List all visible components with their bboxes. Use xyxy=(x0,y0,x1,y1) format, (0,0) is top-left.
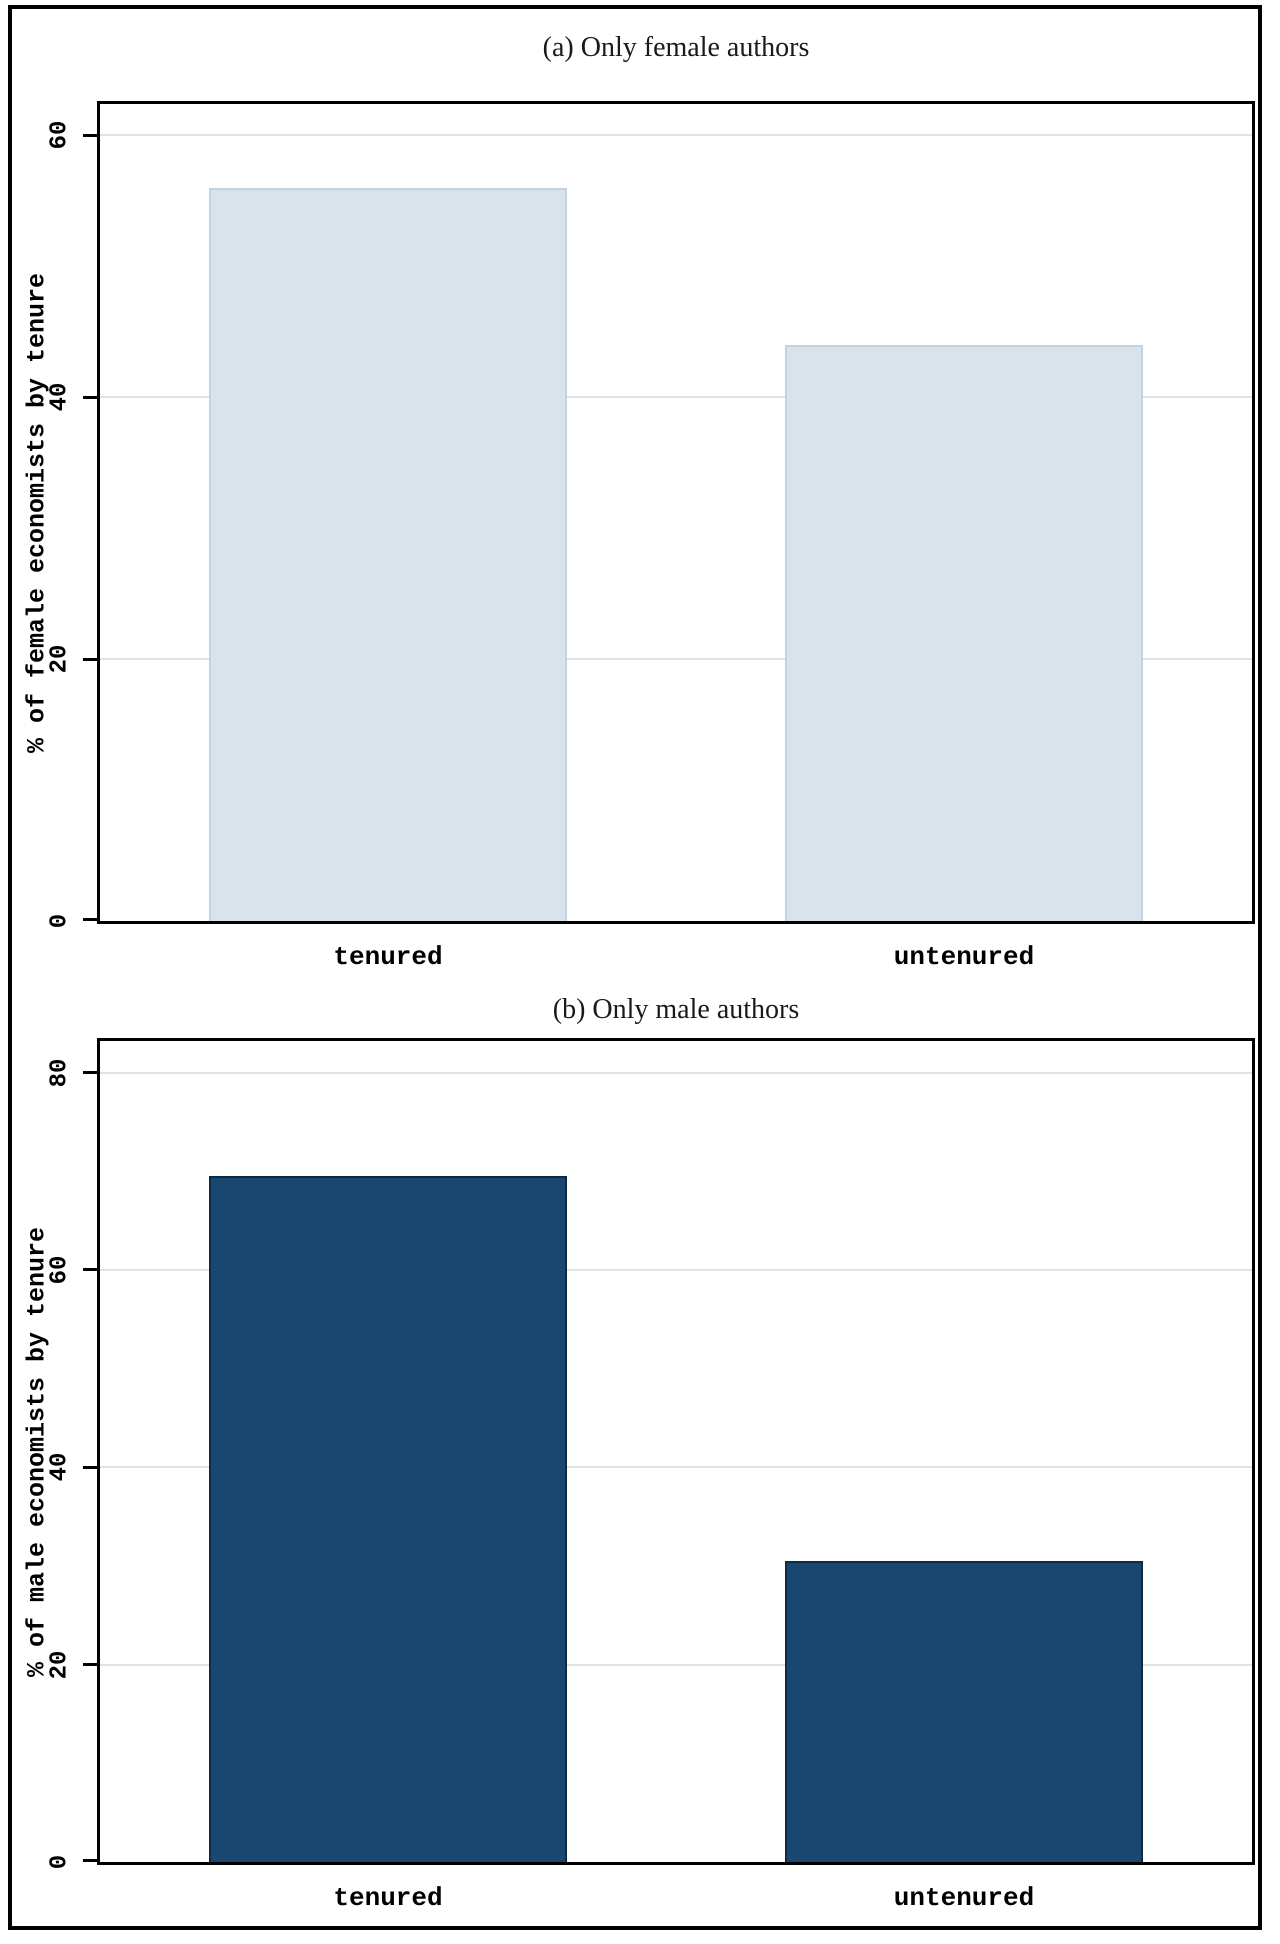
chart-title: (b) Only male authors xyxy=(552,994,800,1025)
gridline-y20 xyxy=(100,658,1252,661)
y-tick-mark xyxy=(83,395,97,399)
bar-untenured xyxy=(784,344,1144,921)
y-tick-label: 40 xyxy=(46,1452,74,1482)
y-tick-mark xyxy=(83,657,97,661)
y-tick-label: 60 xyxy=(46,1255,74,1285)
y-tick-label: 60 xyxy=(46,121,74,150)
plot-area: 0 20 40 60 80 xyxy=(47,1038,1255,1869)
gridline-y40 xyxy=(100,1466,1252,1469)
y-tick-label: 0 xyxy=(46,1854,74,1870)
gridline-y40 xyxy=(100,396,1252,399)
y-tick-mark xyxy=(83,1268,97,1272)
bar-tenured xyxy=(208,1176,568,1862)
y-tick-label: 0 xyxy=(46,913,74,929)
gridline-y20 xyxy=(100,1663,1252,1666)
y-axis-label: % of male economists by tenure xyxy=(22,1226,52,1677)
y-tick-mark xyxy=(83,1663,97,1667)
x-tick-label-tenured: tenured xyxy=(333,942,443,972)
bar-untenured xyxy=(784,1561,1144,1862)
gridline-y60 xyxy=(100,134,1252,137)
y-tick-mark xyxy=(83,1071,97,1075)
bar-tenured xyxy=(208,187,568,921)
y-tick-label: 20 xyxy=(46,644,74,674)
y-axis-label: % of female economists by tenure xyxy=(22,272,52,753)
y-tick-mark xyxy=(83,918,97,921)
gridline-y60 xyxy=(100,1268,1252,1271)
x-tick-label-tenured: tenured xyxy=(333,1883,443,1913)
y-tick-label: 20 xyxy=(46,1650,74,1680)
x-tick-label-untenured: untenured xyxy=(893,1883,1035,1913)
chart-title: (a) Only female authors xyxy=(542,32,810,63)
y-tick-label: 40 xyxy=(46,382,74,412)
y-tick-label: 80 xyxy=(46,1058,74,1087)
y-tick-mark xyxy=(83,1859,97,1862)
plot-area: 0 20 40 60 xyxy=(47,101,1255,928)
y-tick-mark xyxy=(83,1465,97,1469)
x-tick-label-untenured: untenured xyxy=(893,942,1035,972)
y-tick-mark xyxy=(83,133,97,137)
gridline-y80 xyxy=(100,1071,1252,1074)
